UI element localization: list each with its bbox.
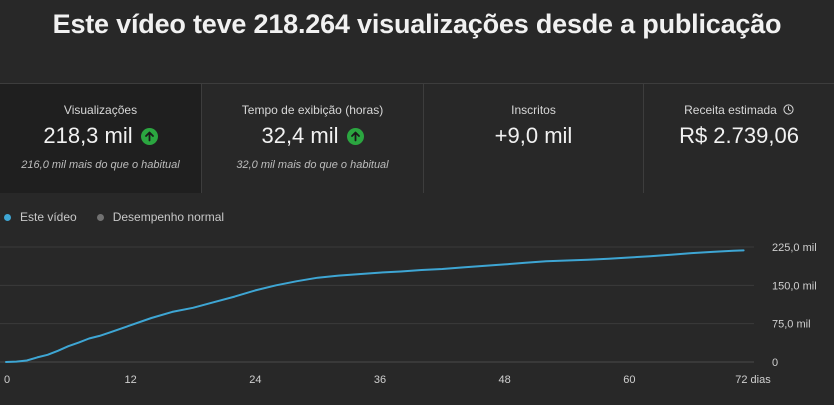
legend-dot	[96, 213, 104, 221]
views-line-chart[interactable]: 0 75,0 mil 150,0 mil 225,0 mil 0 12 24 36 48 60 72…	[0, 232, 834, 392]
metric-comparison: 216,0 mil mais do que o habitual	[21, 159, 180, 171]
metric-label: Receita estimada	[684, 103, 777, 117]
metric-card-views[interactable]: Visualizações 218,3 mil 216,0 mil mais d…	[0, 84, 202, 193]
legend-dot	[4, 213, 11, 221]
x-tick-label: 12	[125, 374, 137, 386]
arrow-up-icon	[346, 127, 364, 145]
metric-comparison: 32,0 mil mais do que o habitual	[236, 159, 389, 171]
page-title: Este vídeo teve 218.264 visualizações de…	[52, 9, 782, 39]
x-tick-label: 0	[4, 374, 10, 386]
metric-card-watch-time[interactable]: Tempo de exibição (horas) 32,4 mil 32,0 …	[202, 84, 424, 193]
clock-icon[interactable]	[783, 104, 794, 115]
y-tick-label: 150,0 mil	[772, 280, 817, 292]
metric-card-subscribers[interactable]: Inscritos +9,0 mil	[424, 84, 644, 193]
metric-value: R$ 2.739,06	[679, 123, 799, 148]
legend-item-this-video[interactable]: Este vídeo	[4, 210, 77, 224]
legend-item-typical-performance[interactable]: Desempenho normal	[96, 210, 225, 224]
metric-card-revenue[interactable]: Receita estimada R$ 2.739,06	[644, 84, 834, 193]
metric-value: 218,3 mil	[43, 123, 133, 148]
metric-label: Inscritos	[511, 103, 556, 117]
metric-label: Visualizações	[63, 103, 138, 117]
x-tick-label: 24	[249, 374, 261, 386]
series-line-este-video[interactable]	[5, 249, 745, 363]
arrow-up-icon	[140, 127, 158, 145]
x-tick-label: 60	[623, 374, 635, 386]
metric-value: +9,0 mil	[494, 123, 573, 148]
metric-cards: Visualizações 218,3 mil 216,0 mil mais d…	[0, 83, 834, 193]
legend-label: Este vídeo	[20, 210, 77, 224]
x-tick-label: 48	[499, 374, 511, 386]
x-tick-label: 36	[374, 374, 386, 386]
legend-label: Desempenho normal	[112, 210, 225, 224]
chart-legend: Este vídeo Desempenho normal	[4, 209, 244, 225]
y-tick-label: 0	[772, 357, 778, 369]
y-tick-label: 75,0 mil	[772, 319, 811, 331]
metric-label: Tempo de exibição (horas)	[241, 103, 384, 117]
y-tick-label: 225,0 mil	[772, 242, 817, 254]
x-tick-label: 72 dias	[735, 374, 771, 386]
metric-value: 32,4 mil	[261, 123, 339, 148]
